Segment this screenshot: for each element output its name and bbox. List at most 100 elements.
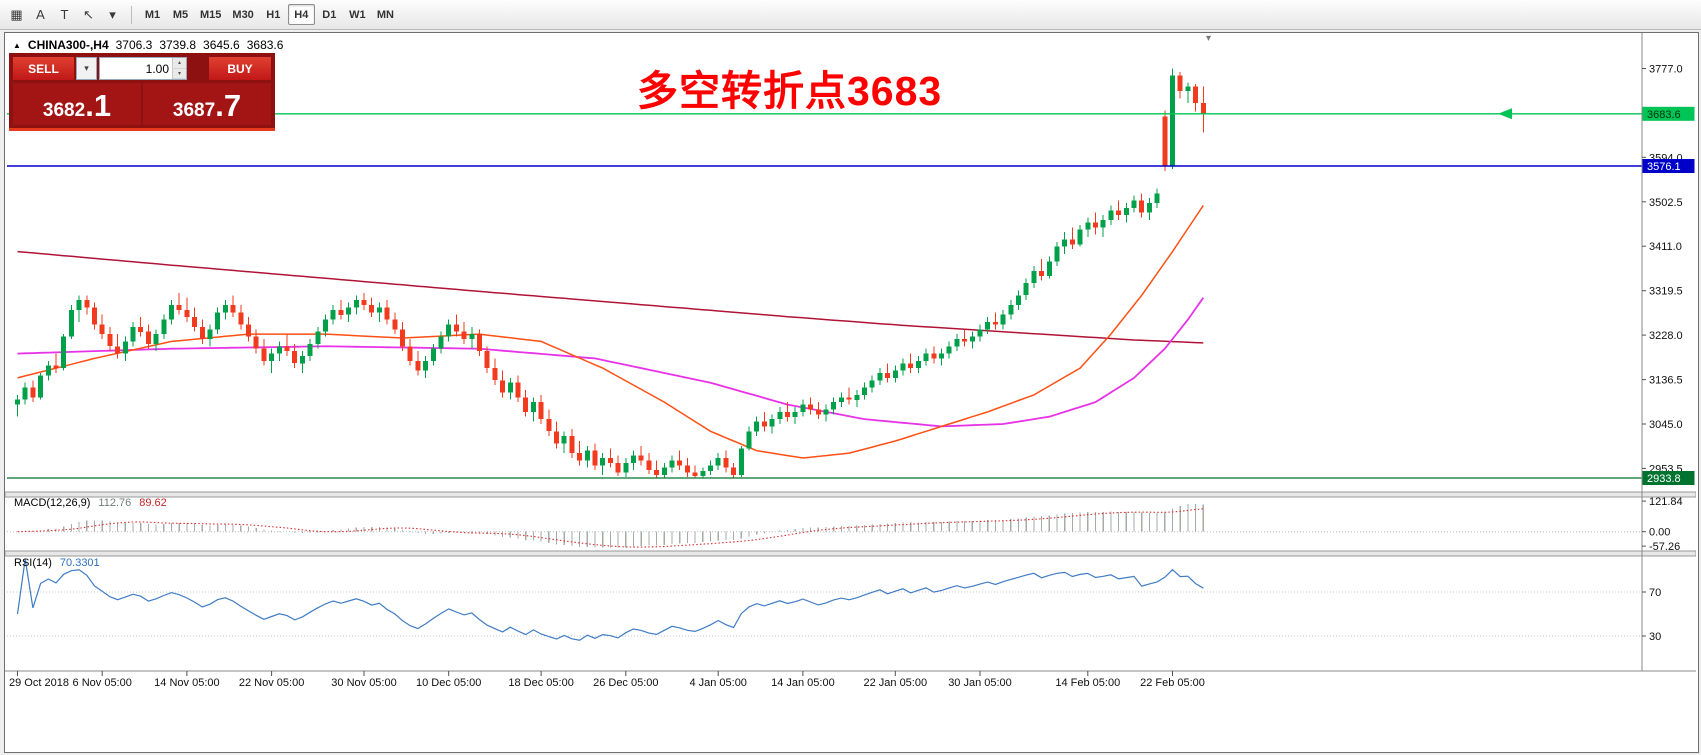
price-tick-label: 3136.5	[1649, 375, 1683, 387]
timeframe-toolbar: M1 M5 M15 M30 H1 H4 D1 W1 MN	[139, 4, 399, 25]
price-line-arrow-icon	[1498, 108, 1512, 120]
horizontal-price-lines[interactable]	[7, 108, 1642, 479]
time-tick-label: 18 Dec 05:00	[508, 677, 573, 689]
candles-layer	[15, 68, 1206, 478]
volume-decrease-button[interactable]: ▾	[173, 68, 186, 79]
text-box-icon[interactable]: T	[60, 7, 69, 22]
macd-indicator-label: MACD(12,26,9) 112.76 89.62	[14, 497, 167, 509]
main-toolbar: ▦ A T ↖ ▾ M1 M5 M15 M30 H1 H4 D1 W1 MN	[0, 0, 1701, 30]
time-tick-label: 22 Nov 05:00	[239, 677, 304, 689]
ohlc-open-value: 3706.3	[115, 38, 153, 52]
ma-slow-darkred-line	[17, 250, 1204, 344]
macd-tick-label: -57.26	[1649, 541, 1680, 553]
rsi-line	[16, 558, 1204, 641]
price-tick-label: 3228.0	[1649, 330, 1683, 342]
ma-fast-orange-line	[17, 204, 1204, 459]
price-tick-label: 3319.5	[1649, 286, 1683, 298]
price-tick-label: 3502.5	[1649, 197, 1683, 209]
rsi-name: RSI(14)	[14, 557, 52, 569]
time-tick-label: 14 Nov 05:00	[154, 677, 219, 689]
volume-input[interactable]	[100, 58, 172, 79]
rsi-value: 70.3301	[59, 557, 100, 569]
rsi-indicator-label: RSI(14) 70.3301	[14, 557, 100, 569]
macd-main-value: 112.76	[98, 497, 132, 509]
timeframe-button-H1[interactable]: H1	[266, 8, 281, 21]
toolbar-separator	[131, 5, 132, 24]
chart-shift-marker-icon[interactable]: ▾	[1206, 33, 1212, 44]
symbol-marker-icon: ▲	[13, 41, 21, 50]
timeframe-button-M30[interactable]: M30	[232, 8, 254, 21]
price-axis[interactable]: 3777.03594.03502.53411.03319.53228.03136…	[1642, 64, 1695, 644]
time-tick-label: 22 Feb 05:00	[1140, 677, 1205, 689]
buy-price-main: 3687	[172, 100, 216, 121]
drawing-tools-group: ▦ A T ↖ ▾	[5, 4, 124, 26]
trade-panel-underline	[9, 128, 275, 131]
timeframe-button-M1[interactable]: M1	[144, 8, 161, 21]
time-tick-label: 26 Dec 05:00	[593, 677, 658, 689]
text-label-icon[interactable]: A	[36, 7, 45, 22]
cursor-tool-icon[interactable]: ↖	[83, 6, 94, 22]
price-tag: 3683.6	[1642, 106, 1695, 121]
rsi-tick-label: 70	[1649, 587, 1661, 599]
chevron-down-icon[interactable]: ▾	[109, 6, 116, 22]
price-tick-label: 3411.0	[1649, 241, 1682, 253]
time-tick-label: 30 Nov 05:00	[331, 677, 396, 689]
buy-price-frac: .7	[215, 88, 242, 123]
timeframe-button-MN[interactable]: MN	[376, 8, 394, 21]
chevron-down-icon: ▾	[84, 63, 89, 73]
ohlc-close-value: 3683.6	[246, 38, 284, 52]
macd-tick-label: 121.84	[1649, 496, 1683, 508]
time-tick-label: 30 Jan 05:00	[948, 677, 1012, 689]
timeframe-button-W1[interactable]: W1	[349, 8, 366, 21]
chart-symbol-header: ▲ CHINA300-,H4 3706.3 3739.8 3645.6 3683…	[13, 38, 283, 52]
time-tick-label: 14 Feb 05:00	[1055, 677, 1120, 689]
buy-button[interactable]: BUY	[209, 57, 271, 80]
symbol-title: CHINA300-,H4	[27, 38, 109, 52]
trade-panel-controls-row: SELL ▾ ▴ ▾ BUY	[13, 57, 271, 80]
price-tick-label: 3045.0	[1649, 419, 1683, 431]
time-tick-label: 22 Jan 05:00	[863, 677, 927, 689]
sell-button[interactable]: SELL	[13, 57, 74, 80]
timeframe-button-H4[interactable]: H4	[287, 4, 315, 25]
volume-spinner: ▴ ▾	[172, 58, 186, 79]
time-tick-label: 29 Oct 2018	[9, 677, 69, 689]
ma-overlays	[17, 204, 1205, 459]
volume-preset-dropdown[interactable]: ▾	[76, 57, 97, 80]
buy-price-display[interactable]: 3687.7	[143, 83, 271, 125]
svg-text:3683.6: 3683.6	[1647, 109, 1681, 121]
panel-splitter[interactable]	[4, 491, 1697, 498]
sell-price-frac: .1	[85, 88, 112, 123]
time-tick-label: 6 Nov 05:00	[73, 677, 132, 689]
timeframe-button-M5[interactable]: M5	[172, 8, 189, 21]
macd-name: MACD(12,26,9)	[14, 497, 91, 509]
timeframe-button-D1[interactable]: D1	[322, 8, 337, 21]
svg-text:2933.8: 2933.8	[1647, 473, 1681, 485]
chart-canvas[interactable]: 29 Oct 2018 6 Nov 05:00 14 Nov 05:00 22 Nov…	[4, 33, 1697, 750]
trade-panel-prices-row: 3682.1 3687.7	[13, 83, 271, 125]
price-tick-label: 3777.0	[1649, 64, 1683, 76]
macd-signal-value: 89.62	[139, 497, 167, 509]
rsi-tick-label: 30	[1649, 631, 1661, 643]
volume-field: ▴ ▾	[99, 57, 187, 80]
ohlc-high-value: 3739.8	[159, 38, 197, 52]
svg-text:3576.1: 3576.1	[1647, 161, 1681, 173]
price-tag: 3576.1	[1642, 159, 1695, 173]
ma-medium-magenta-line	[17, 297, 1205, 428]
time-tick-label: 10 Dec 05:00	[416, 677, 481, 689]
chart-window: 29 Oct 2018 6 Nov 05:00 14 Nov 05:00 22 Nov…	[4, 32, 1699, 753]
panel-splitter[interactable]	[4, 550, 1697, 557]
indicators-grid-icon[interactable]: ▦	[10, 6, 23, 22]
volume-increase-button[interactable]: ▴	[173, 58, 186, 69]
ohlc-low-value: 3645.6	[203, 38, 240, 52]
chart-annotation-text: 多空转折点3683	[637, 68, 943, 114]
one-click-trading-panel: SELL ▾ ▴ ▾ BUY 3682.1 3687.7	[9, 53, 275, 131]
macd-histogram	[24, 503, 1204, 548]
time-tick-label: 4 Jan 05:00	[689, 677, 747, 689]
time-axis[interactable]: 29 Oct 2018 6 Nov 05:00 14 Nov 05:00 22 Nov…	[9, 671, 1205, 689]
time-tick-label: 14 Jan 05:00	[771, 677, 835, 689]
sell-price-main: 3682	[42, 100, 86, 121]
price-tag: 2933.8	[1642, 471, 1695, 485]
macd-tick-label: 0.00	[1649, 527, 1670, 539]
timeframe-button-M15[interactable]: M15	[200, 8, 222, 21]
sell-price-display[interactable]: 3682.1	[13, 83, 141, 125]
